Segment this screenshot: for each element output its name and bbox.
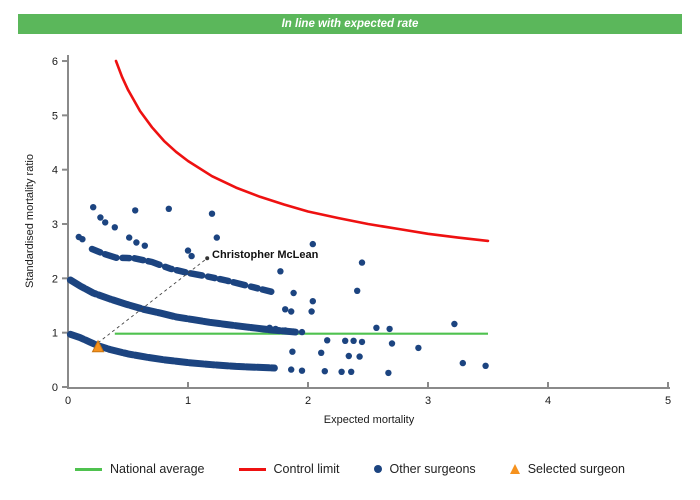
x-tick-label: 2 [305, 395, 311, 407]
legend-item-control-limit: Control limit [238, 462, 340, 476]
surgeon-point[interactable] [272, 325, 279, 333]
surgeon-point[interactable] [288, 366, 295, 373]
surgeon-point[interactable] [415, 344, 422, 352]
surgeon-point[interactable] [358, 338, 366, 346]
surgeon-point[interactable] [277, 268, 284, 275]
control-limit-line-icon [238, 467, 266, 471]
surgeon-point[interactable] [308, 308, 315, 315]
funnel-plot: 0 1 2 3 4 5 6 0 1 2 3 4 5 [52, 55, 671, 407]
surgeon-point[interactable] [298, 367, 306, 374]
surgeon-point[interactable] [126, 234, 133, 241]
legend-item-selected-surgeon: Selected surgeon [509, 462, 625, 476]
surgeon-point[interactable] [309, 240, 316, 248]
y-tick-label: 3 [52, 219, 58, 231]
legend-item-other-surgeons: Other surgeons [373, 462, 476, 476]
surgeon-point[interactable] [482, 362, 489, 369]
surgeon-point[interactable] [90, 204, 97, 211]
surgeon-point[interactable] [459, 359, 466, 367]
y-tick-label: 2 [52, 273, 58, 285]
surgeon-point[interactable] [184, 247, 192, 254]
surgeon-point[interactable] [321, 368, 328, 375]
surgeon-point[interactable] [288, 308, 295, 315]
legend: National average Control limit Other sur… [0, 458, 700, 480]
control-limit-curve [114, 59, 490, 243]
surgeon-point[interactable] [102, 219, 109, 226]
surgeon-point[interactable] [318, 349, 325, 356]
surgeon-point[interactable] [208, 210, 216, 217]
surgeon-point[interactable] [266, 324, 273, 331]
status-banner: In line with expected rate [18, 14, 682, 34]
surgeon-dot-icon [373, 465, 382, 473]
selected-surgeon-triangle-icon [509, 464, 520, 474]
x-tick-label: 3 [425, 395, 431, 407]
surgeon-point[interactable] [282, 327, 289, 334]
surgeon-point[interactable] [97, 214, 104, 221]
surgeon-point[interactable] [388, 340, 396, 347]
surgeon-point[interactable] [338, 368, 345, 375]
surgeon-point[interactable] [133, 239, 140, 246]
x-tick-label: 1 [185, 395, 191, 407]
surgeon-point[interactable] [348, 368, 355, 375]
y-tick-label: 1 [52, 328, 58, 340]
y-tick-label: 5 [52, 110, 58, 122]
x-tick-label: 4 [545, 395, 551, 407]
surgeon-point[interactable] [324, 337, 331, 344]
selected-surgeon-label: Christopher McLean [212, 249, 319, 261]
surgeon-point[interactable] [309, 298, 316, 305]
callout-anchor-dot [205, 256, 210, 261]
legend-label: Selected surgeon [527, 462, 625, 476]
legend-label: Control limit [273, 462, 340, 476]
surgeon-point[interactable] [356, 353, 363, 360]
selected-surgeon-marker[interactable] [91, 339, 105, 353]
surgeon-band-low [66, 330, 278, 372]
surgeon-point[interactable] [350, 337, 357, 344]
x-tick-label: 5 [665, 395, 671, 407]
surgeon-point[interactable] [386, 325, 393, 333]
surgeon-band-middle [66, 276, 300, 336]
surgeon-point[interactable] [345, 352, 352, 360]
surgeon-band-upper [88, 245, 276, 296]
surgeon-point[interactable] [342, 337, 349, 344]
surgeon-point[interactable] [290, 328, 297, 335]
national-average-line-icon [75, 467, 102, 471]
y-tick-label: 6 [52, 56, 58, 68]
surgeon-point[interactable] [165, 205, 172, 212]
legend-label: Other surgeons [389, 462, 476, 476]
x-axis-title: Expected mortality [323, 414, 415, 426]
y-tick-label: 0 [52, 382, 58, 394]
surgeon-point[interactable] [298, 328, 306, 336]
legend-item-national-average: National average [75, 462, 205, 476]
surgeon-point[interactable] [213, 234, 220, 241]
y-tick-label: 4 [52, 165, 58, 177]
surgeon-point[interactable] [289, 348, 296, 355]
surgeon-point[interactable] [188, 252, 195, 260]
surgeon-point[interactable] [282, 306, 289, 313]
surgeon-point[interactable] [354, 287, 361, 294]
surgeon-point[interactable] [79, 236, 86, 243]
legend-label: National average [110, 462, 205, 476]
y-axis-title: Standardised mortality ratio [24, 154, 36, 288]
surgeon-point[interactable] [132, 207, 139, 214]
surgeon-point[interactable] [451, 320, 458, 328]
callout-leader-line [97, 257, 208, 344]
surgeon-point[interactable] [373, 324, 380, 331]
surgeon-point[interactable] [290, 289, 297, 297]
surgeon-point[interactable] [385, 369, 392, 377]
surgeon-point[interactable] [358, 259, 366, 266]
x-tick-label: 0 [65, 395, 71, 407]
surgeon-point[interactable] [111, 224, 119, 231]
surgeon-point[interactable] [141, 242, 148, 249]
